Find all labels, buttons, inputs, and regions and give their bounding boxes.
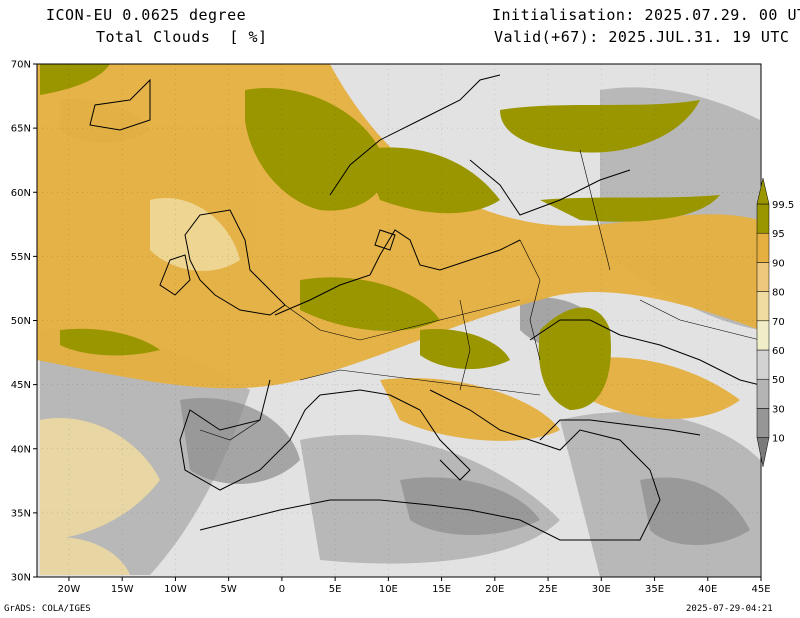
footer-left: GrADS: COLA/IGES xyxy=(4,604,91,614)
lon-label: 20W xyxy=(58,584,81,595)
lon-label: 10E xyxy=(379,584,398,595)
colorbar-segment xyxy=(756,262,770,292)
colorbar-label: 50 xyxy=(772,375,785,386)
colorbar-label: 90 xyxy=(772,258,785,269)
colorbar-label: 10 xyxy=(772,434,785,445)
lat-label: 30N xyxy=(11,573,31,584)
full-cloud-layer xyxy=(40,64,720,410)
lat-label: 50N xyxy=(11,316,31,327)
variable-title: Total Clouds [ %] xyxy=(96,28,268,46)
colorbar-arrow-high xyxy=(756,177,770,205)
colorbar-label: 99.5 xyxy=(772,200,794,211)
country-borders xyxy=(199,149,761,441)
lon-label: 5E xyxy=(329,584,342,595)
lon-label: 15E xyxy=(432,584,451,595)
valid-time: Valid(+67): 2025.JUL.31. 19 UTC xyxy=(494,28,790,46)
footer-right: 2025-07-29-04:21 xyxy=(686,604,773,614)
lon-label: 40E xyxy=(698,584,717,595)
lon-label: 0 xyxy=(279,584,285,595)
colorbar-label: 60 xyxy=(772,346,785,357)
colorbar-segment xyxy=(756,408,770,438)
lat-lon-grid xyxy=(37,64,761,577)
lon-label: 15W xyxy=(111,584,134,595)
lon-label: 45E xyxy=(751,584,770,595)
colorbar-label: 70 xyxy=(772,317,785,328)
colorbar-segment xyxy=(756,232,770,263)
model-title: ICON-EU 0.0625 degree xyxy=(46,6,247,24)
lat-label: 70N xyxy=(11,60,31,71)
lat-axis: 70N 65N 60N 55N 50N 45N 40N 35N 30N xyxy=(11,60,37,584)
colorbar-label: 80 xyxy=(772,288,785,299)
lat-label: 40N xyxy=(11,444,31,455)
lon-label: 30E xyxy=(592,584,611,595)
coastlines xyxy=(89,74,761,541)
lon-label: 5W xyxy=(221,584,237,595)
lat-label: 65N xyxy=(11,124,31,135)
init-time: Initialisation: 2025.07.29. 00 UTC xyxy=(492,6,800,24)
colorbar-label: 95 xyxy=(772,229,785,240)
lat-label: 55N xyxy=(11,252,31,263)
colorbar-label: 30 xyxy=(772,404,785,415)
colorbar-segment xyxy=(756,291,770,322)
colorbar: 10 30 50 60 70 80 90 95 99.5 xyxy=(756,177,794,467)
lon-label: 35E xyxy=(645,584,664,595)
lat-label: 60N xyxy=(11,188,31,199)
colorbar-segment xyxy=(756,378,770,409)
lon-label: 10W xyxy=(164,584,187,595)
lat-label: 35N xyxy=(11,508,31,519)
colorbar-segment xyxy=(756,203,770,234)
pale-cloud-layer xyxy=(40,198,240,575)
lon-axis: 20W 15W 10W 5W 0 5E 10E 15E 20E 25E 30E 35E 40E 45E xyxy=(58,577,771,595)
colorbar-segment xyxy=(756,349,770,380)
colorbar-segment xyxy=(756,320,770,351)
lat-label: 45N xyxy=(11,380,31,391)
lon-label: 20E xyxy=(485,584,504,595)
lon-label: 25E xyxy=(539,584,558,595)
